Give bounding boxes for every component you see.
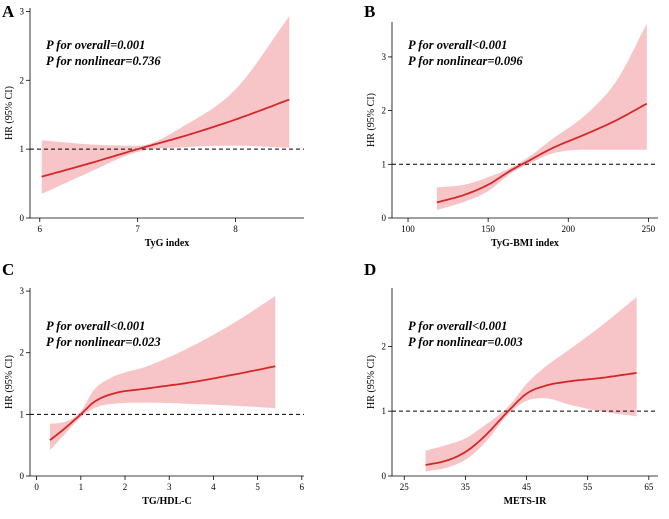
p-value-annotation: P for overall<0.001	[408, 38, 507, 52]
y-tick-label: 1	[20, 144, 25, 154]
p-value-annotation: P for nonlinear=0.023	[46, 335, 161, 349]
x-axis-label: TyG-BMI index	[491, 238, 559, 249]
panel-letter: C	[2, 260, 14, 279]
y-axis-label: HR (95% CI)	[4, 86, 15, 140]
y-tick-label: 1	[20, 409, 25, 419]
x-axis-label: METS-IR	[504, 496, 548, 507]
x-tick-label: 8	[233, 224, 238, 234]
x-tick-label: 35	[461, 482, 471, 492]
y-tick-label: 0	[20, 471, 25, 481]
panel-letter: A	[2, 2, 15, 21]
y-tick-label: 0	[382, 471, 387, 481]
y-tick-label: 2	[20, 348, 25, 358]
hr-curve	[41, 98, 290, 178]
y-tick-label: 3	[20, 286, 25, 296]
y-tick-label: 2	[382, 341, 387, 351]
confidence-band	[436, 23, 647, 210]
x-tick-label: 0	[34, 482, 39, 492]
x-tick-label: 250	[642, 224, 656, 234]
x-tick-label: 6	[300, 482, 305, 492]
x-axis-label: TyG index	[145, 238, 190, 249]
y-axis-label: HR (95% CI)	[4, 355, 15, 409]
y-axis-label: HR (95% CI)	[366, 355, 377, 409]
x-tick-label: 1	[79, 482, 84, 492]
x-tick-label: 45	[522, 482, 532, 492]
confidence-band	[425, 297, 637, 472]
p-value-annotation: P for overall=0.001	[46, 38, 145, 52]
p-value-annotation: P for overall<0.001	[46, 319, 145, 333]
x-tick-label: 150	[481, 224, 495, 234]
p-value-annotation: P for nonlinear=0.003	[408, 335, 523, 349]
x-tick-label: 65	[644, 482, 654, 492]
hr-curve	[425, 372, 637, 466]
panel-b: B 100 150 200 250 0 1 2 3 TyG-BMI index HR (95% CI…	[364, 2, 658, 249]
x-tick-label: 3	[167, 482, 172, 492]
panel-c: C 0 1 2 3 4 5 6 0 1 2 3 TG/HDL-C HR (95% CI) P for ove…	[2, 260, 305, 507]
y-tick-label: 2	[382, 106, 387, 116]
panel-letter: D	[364, 260, 376, 279]
x-tick-label: 2	[123, 482, 128, 492]
y-tick-label: 3	[20, 6, 25, 16]
p-value-annotation: P for nonlinear=0.096	[408, 54, 523, 68]
x-tick-label: 200	[562, 224, 576, 234]
y-tick-label: 3	[382, 52, 387, 62]
p-value-annotation: P for overall<0.001	[408, 319, 507, 333]
hr-curve	[436, 102, 648, 204]
hr-curve	[49, 365, 276, 441]
x-tick-label: 100	[401, 224, 415, 234]
p-value-annotation: P for nonlinear=0.736	[46, 54, 161, 68]
x-axis-label: TG/HDL-C	[142, 496, 191, 507]
x-tick-label: 7	[135, 224, 140, 234]
panel-d: D 25 35 45 55 65 0 1 2 METS-IR HR (95% CI) P for ov…	[364, 260, 658, 507]
x-tick-label: 4	[211, 482, 216, 492]
x-tick-label: 25	[400, 482, 410, 492]
y-tick-label: 1	[382, 406, 387, 416]
y-tick-label: 0	[382, 213, 387, 223]
y-axis-label: HR (95% CI)	[366, 93, 377, 147]
panel-letter: B	[364, 2, 375, 21]
confidence-band	[49, 296, 276, 451]
x-tick-label: 55	[583, 482, 593, 492]
y-tick-label: 0	[20, 213, 25, 223]
x-tick-label: 5	[255, 482, 260, 492]
panel-a: A 6 7 8 0 1 2 3 TyG index HR (95% CI) P for overal…	[2, 2, 304, 249]
y-tick-label: 1	[382, 159, 387, 169]
y-tick-label: 2	[20, 75, 25, 85]
x-tick-label: 6	[38, 224, 43, 234]
